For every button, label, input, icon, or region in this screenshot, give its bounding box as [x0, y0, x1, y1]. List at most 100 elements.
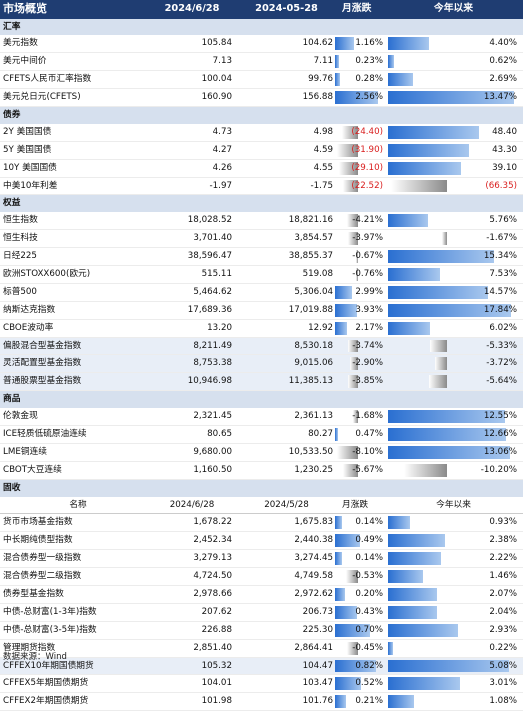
header-date-2: 2024-05-28: [255, 3, 318, 14]
row-ytd-change: 0.22%: [387, 640, 520, 657]
row-monthly-change: 0.43%: [334, 604, 386, 621]
row-value-current: 1,160.50: [193, 464, 232, 475]
row-ytd-change-bar: [404, 463, 447, 477]
row-name: 恒生科技: [3, 233, 38, 244]
row-name: LME铜连续: [3, 446, 47, 457]
row-ytd-change-label: 1.46%: [489, 571, 517, 582]
row-ytd-change-label: 39.10: [492, 162, 517, 173]
section-header-4: 固收: [0, 479, 523, 497]
row-value-previous: 80.27: [308, 428, 333, 439]
row-value-previous: 9,015.06: [294, 358, 333, 369]
row-monthly-change: -0.53%: [334, 568, 386, 585]
row-ytd-change-bar-area: 43.30: [388, 143, 519, 157]
row-monthly-change-label: 2.56%: [355, 92, 383, 103]
row-ytd-change-label: 3.01%: [489, 678, 517, 689]
row-ytd-change-bar-area: 2.69%: [388, 73, 519, 87]
row-name: 伦敦金现: [3, 411, 38, 422]
row-ytd-change-bar-area: 12.55%: [388, 410, 519, 423]
row-monthly-change-bar-area: -8.10%: [335, 445, 385, 459]
row-ytd-change: 6.02%: [387, 320, 520, 337]
row-value-previous: 4.98: [313, 126, 333, 137]
row-ytd-change-bar-area: 48.40: [388, 125, 519, 139]
row-ytd-change-bar: [388, 427, 507, 441]
row-ytd-change: 7.53%: [387, 266, 520, 283]
row-monthly-change: 2.99%: [334, 284, 386, 301]
row-monthly-change-bar-area: 0.49%: [335, 534, 385, 548]
row-monthly-change: 0.52%: [334, 675, 386, 692]
row-ytd-change-bar-area: 13.47%: [388, 91, 519, 104]
row-monthly-change-bar-area: -2.90%: [335, 357, 385, 371]
row-name: 混合债券型一级指数: [3, 553, 82, 564]
row-value-current: 5,464.62: [193, 286, 232, 297]
row-monthly-change: 2.17%: [334, 320, 386, 337]
row-name: CFFEX5年期国债期货: [3, 678, 89, 689]
row-monthly-change-label: 0.49%: [355, 535, 383, 546]
row-monthly-change-label: -1.68%: [352, 411, 383, 422]
table-row: LME铜连续 9,680.00 10,533.50 -8.10% 13.06%: [0, 444, 523, 462]
row-ytd-change-label: 2.07%: [489, 589, 517, 599]
row-monthly-change-bar-area: 0.14%: [335, 516, 385, 530]
row-ytd-change: 15.34%: [387, 248, 520, 265]
row-monthly-change-label: 0.23%: [355, 56, 383, 67]
row-ytd-change-label: 14.57%: [483, 286, 517, 297]
row-ytd-change-bar: [435, 357, 447, 371]
row-name: 美元指数: [3, 38, 38, 49]
row-ytd-change-bar: [388, 303, 511, 317]
row-monthly-change-label: 0.43%: [355, 606, 383, 617]
row-ytd-change: 5.76%: [387, 212, 520, 229]
row-monthly-change-label: -5.67%: [352, 464, 383, 475]
row-value-current: 4.26: [212, 162, 232, 173]
table-row: 2Y 美国国债 4.73 4.98 (24.40) 48.40: [0, 124, 523, 142]
row-ytd-change-label: (66.35): [485, 180, 517, 191]
row-ytd-change-bar: [388, 143, 470, 157]
row-monthly-change-bar-area: -0.53%: [335, 570, 385, 583]
row-ytd-change: 4.40%: [387, 35, 520, 52]
row-value-previous: 103.47: [302, 678, 333, 689]
row-monthly-change-bar-area: 2.56%: [335, 91, 385, 104]
row-name: 5Y 美国国债: [3, 144, 52, 155]
table-row: 中债-总财富(1-3年)指数 207.62 206.73 0.43% 2.04%: [0, 604, 523, 622]
row-value-current: 38,596.47: [187, 251, 232, 262]
row-ytd-change-bar-area: 7.53%: [388, 267, 519, 281]
row-ytd-change-label: 13.06%: [483, 446, 517, 457]
row-ytd-change-bar: [388, 534, 445, 548]
row-monthly-change-label: -3.97%: [352, 233, 383, 244]
row-ytd-change-label: 12.66%: [483, 428, 517, 439]
row-monthly-change-bar: [355, 267, 358, 281]
row-ytd-change-bar-area: -1.67%: [388, 232, 519, 246]
row-ytd-change-bar-area: 1.08%: [388, 695, 519, 709]
table-row: CFFEX5年期国债期货 104.01 103.47 0.52% 3.01%: [0, 675, 523, 694]
row-monthly-change-bar: [337, 143, 358, 157]
row-monthly-change-bar: [347, 232, 358, 246]
col-date-2-header: 2024/5/28: [264, 499, 309, 510]
row-ytd-change-bar-area: -10.20%: [388, 463, 519, 477]
row-monthly-change-label: (24.40): [351, 126, 383, 137]
row-name: CFFEX2年期国债期货: [3, 696, 89, 707]
section-header-1: 债券: [0, 106, 523, 124]
row-monthly-change-bar: [343, 463, 358, 477]
row-monthly-change-label: 0.21%: [355, 696, 383, 707]
row-name: 中长期纯债型指数: [3, 535, 73, 546]
row-value-previous: 38,855.37: [288, 251, 333, 262]
row-ytd-change: 17.84%: [387, 302, 520, 319]
row-ytd-change: 2.38%: [387, 532, 520, 549]
table-row: 债券型基金指数 2,978.66 2,972.62 0.20% 2.07%: [0, 586, 523, 604]
row-monthly-change-bar-area: -3.85%: [335, 375, 385, 389]
header-monthly-change: 月涨跌: [342, 3, 372, 14]
table-row: 美元指数 105.84 104.62 1.16% 4.40%: [0, 35, 523, 54]
row-ytd-change-bar-area: 5.76%: [388, 214, 519, 228]
row-value-previous: 2,361.13: [294, 411, 333, 422]
row-monthly-change-bar-area: -5.67%: [335, 463, 385, 477]
row-monthly-change-bar-area: -0.76%: [335, 267, 385, 281]
row-ytd-change-bar: [429, 375, 447, 389]
row-ytd-change-bar: [388, 321, 430, 335]
row-value-previous: 206.73: [302, 606, 333, 617]
row-ytd-change-bar-area: 0.22%: [388, 641, 519, 655]
row-name: CBOT大豆连续: [3, 464, 62, 475]
row-monthly-change-label: 0.82%: [355, 660, 383, 671]
row-name: 中债-总财富(1-3年)指数: [3, 606, 97, 617]
row-monthly-change-bar-area: 0.21%: [335, 695, 385, 709]
row-monthly-change-bar-area: -0.67%: [335, 250, 385, 263]
table-row: CFFEX10年期国债期货 105.32 104.47 0.82% 5.08%: [0, 657, 523, 676]
row-monthly-change: 3.93%: [334, 302, 386, 319]
